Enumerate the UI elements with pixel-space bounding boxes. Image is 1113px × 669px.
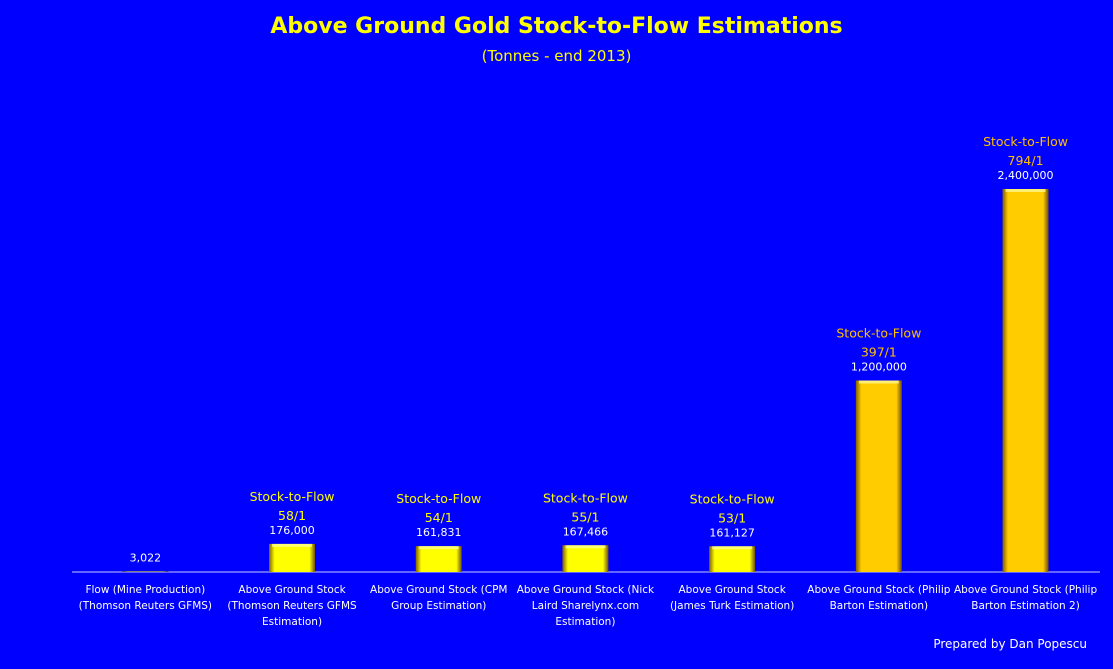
annotation-label: Stock-to-Flow — [690, 491, 775, 506]
chart-title: Above Ground Gold Stock-to-Flow Estimati… — [270, 14, 843, 39]
annotation-ratio: 397/1 — [861, 345, 897, 360]
annotation-label: Stock-to-Flow — [983, 134, 1068, 149]
bar — [122, 571, 169, 572]
bar — [415, 546, 462, 572]
x-tick-label: Above Ground Stock (Philip Barton Estima… — [953, 584, 1098, 612]
bar — [269, 543, 316, 572]
annotation-label: Stock-to-Flow — [250, 489, 335, 504]
x-tick-label: Above Ground Stock (Philip Barton Estima… — [807, 584, 951, 612]
value-label: 161,831 — [416, 526, 462, 539]
value-label: 3,022 — [130, 552, 162, 565]
value-label: 2,400,000 — [998, 169, 1054, 182]
value-label: 161,127 — [709, 526, 755, 539]
x-tick-label: Above Ground Stock (Thomson Reuters GFMS… — [227, 584, 357, 628]
bar — [562, 545, 609, 572]
annotation-label: Stock-to-Flow — [836, 326, 921, 341]
bar — [709, 546, 756, 572]
credit-text: Prepared by Dan Popescu — [933, 637, 1087, 651]
bar-bevel — [858, 380, 899, 384]
chart-subtitle: (Tonnes - end 2013) — [481, 47, 632, 65]
annotation-label: Stock-to-Flow — [543, 490, 628, 505]
annotation-ratio: 55/1 — [571, 509, 599, 524]
value-label: 176,000 — [269, 524, 315, 537]
bar-bevel — [712, 546, 753, 550]
annotation-label: Stock-to-Flow — [396, 491, 481, 506]
annotation-ratio: 794/1 — [1008, 153, 1044, 168]
x-tick-label: Flow (Mine Production) (Thomson Reuters … — [78, 584, 213, 612]
value-label: 167,466 — [563, 525, 609, 538]
value-label: 1,200,000 — [851, 361, 907, 374]
annotation-ratio: 54/1 — [425, 510, 453, 525]
bar-bevel — [418, 546, 459, 550]
bar-bevel — [1005, 189, 1046, 192]
x-tick-label: Above Ground Stock (CPM Group Estimation… — [370, 584, 508, 612]
x-tick-label: Above Ground Stock (James Turk Estimatio… — [669, 584, 795, 612]
x-tick-label: Above Ground Stock (Nick Laird Sharelynx… — [516, 584, 655, 628]
bar-bevel — [272, 543, 313, 547]
annotation-ratio: 58/1 — [278, 508, 306, 523]
annotation-ratio: 53/1 — [718, 510, 746, 525]
bar-bevel — [565, 545, 606, 549]
bar — [855, 380, 902, 572]
bar — [1002, 189, 1049, 572]
